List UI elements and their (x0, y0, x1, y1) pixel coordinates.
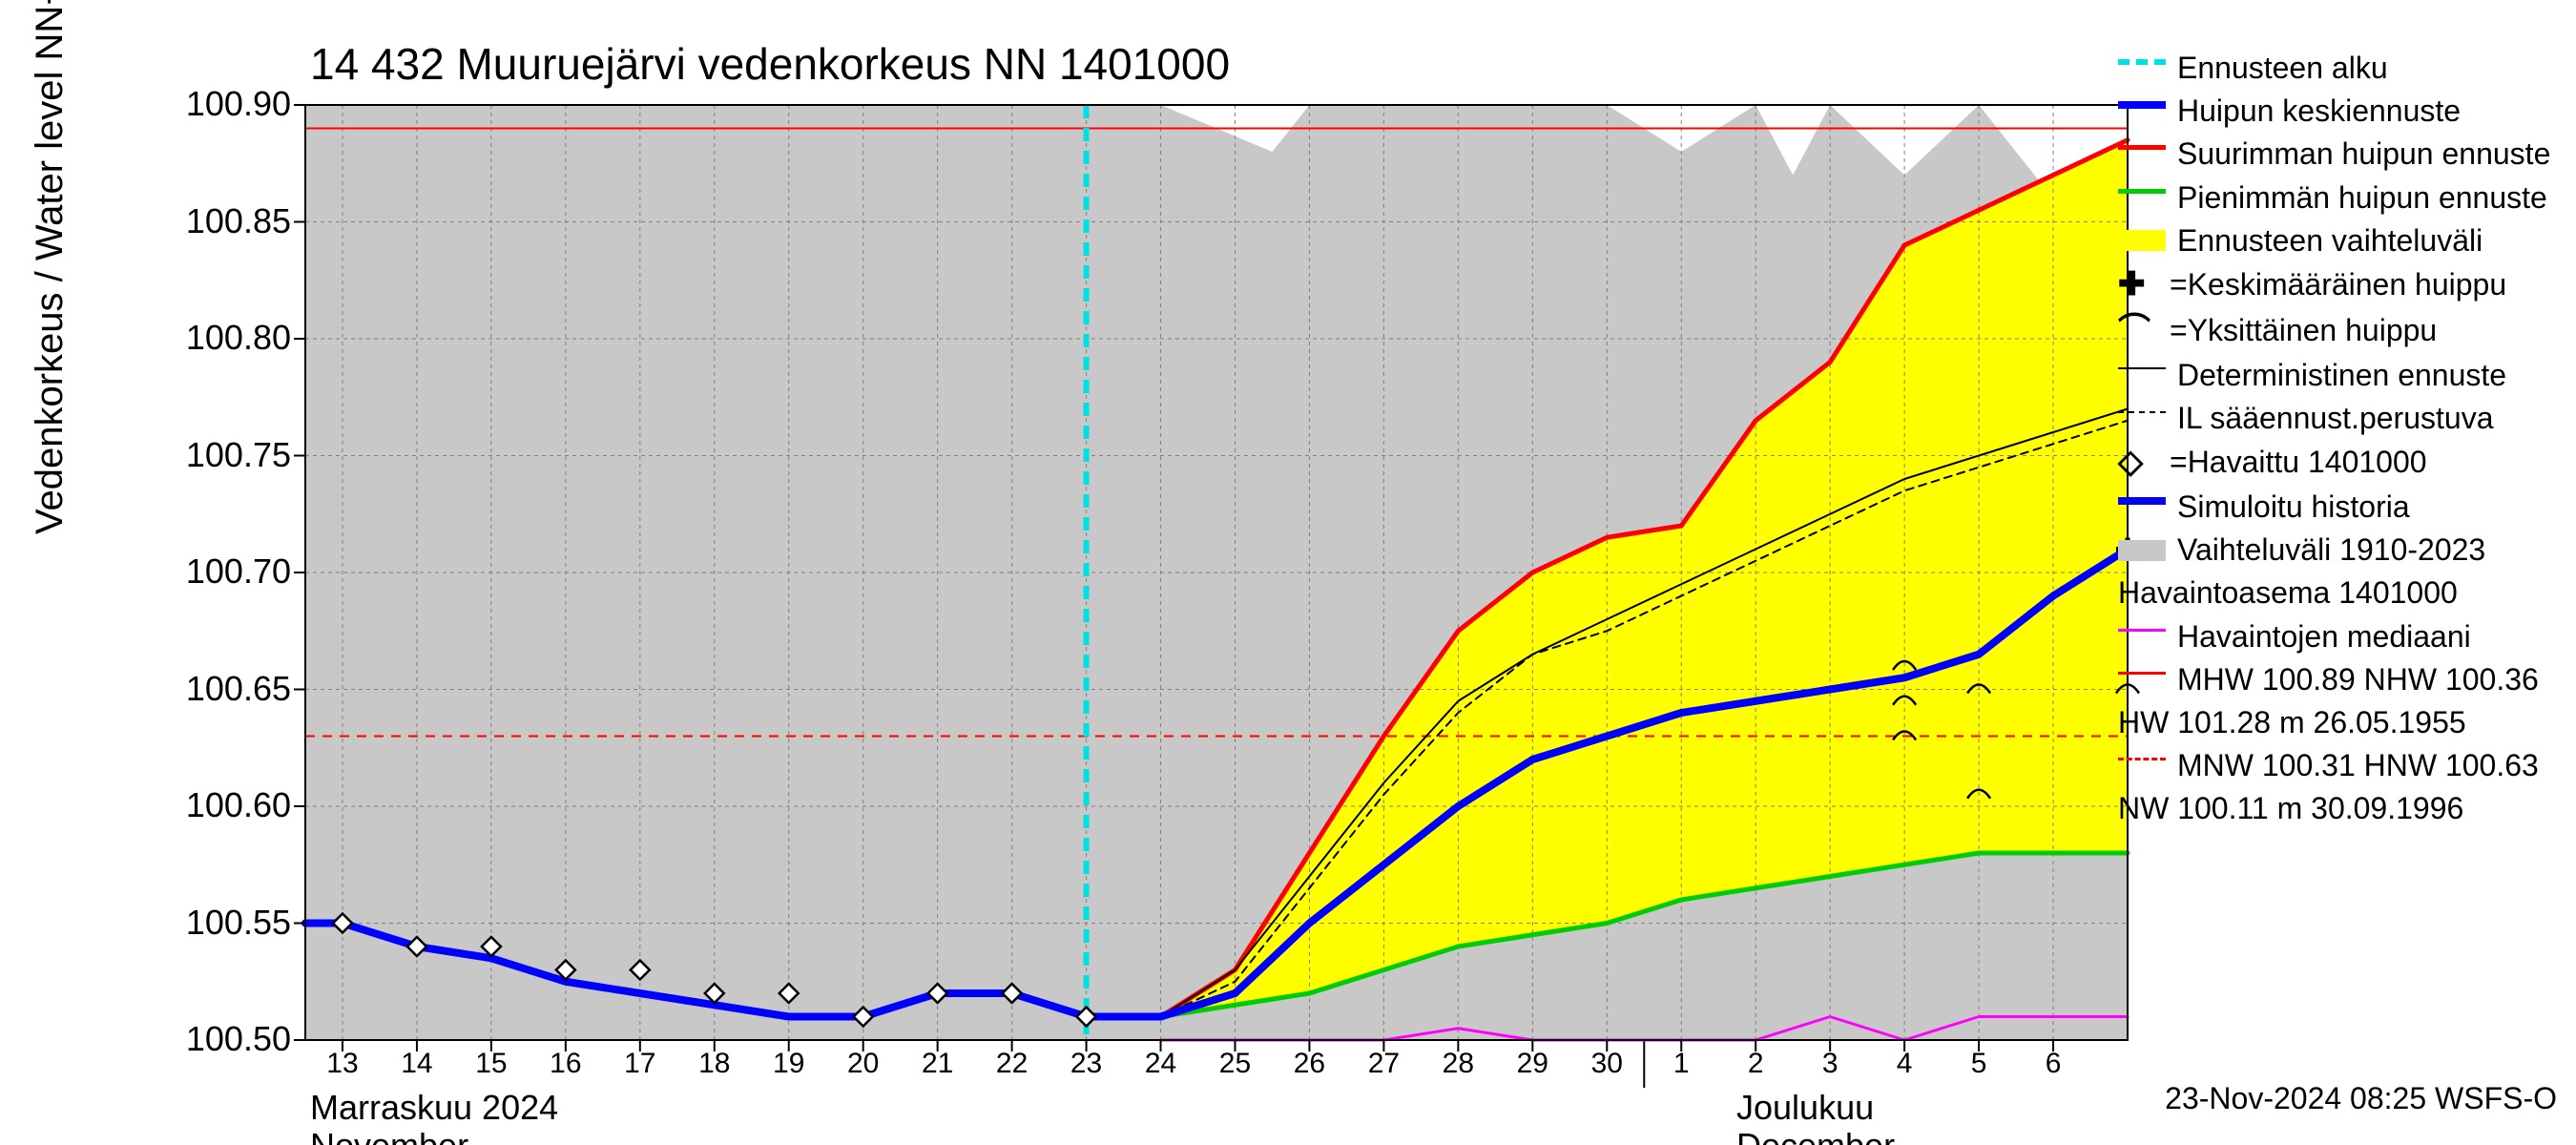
month-right-en: December (1736, 1126, 1895, 1145)
legend-item: ✚=Keskimääräinen huippu (2118, 263, 2557, 307)
legend-label: Suurimman huipun ennuste (2177, 134, 2550, 175)
legend-item: ⌒=Yksittäinen huippu (2118, 309, 2557, 353)
legend-label: NW 100.11 m 30.09.1996 (2118, 788, 2463, 829)
x-tick: 6 (2046, 1048, 2062, 1080)
legend-label: Vaihteluväli 1910-2023 (2177, 530, 2485, 571)
y-tick: 100.80 (157, 318, 291, 358)
x-tick: 23 (1070, 1048, 1102, 1080)
legend-item: Havaintojen mediaani (2118, 616, 2557, 657)
legend-label: MNW 100.31 HNW 100.63 (2177, 745, 2539, 786)
x-tick: 22 (996, 1048, 1028, 1080)
x-tick: 3 (1822, 1048, 1839, 1080)
legend-label: MHW 100.89 NHW 100.36 (2177, 659, 2539, 700)
x-tick: 29 (1517, 1048, 1548, 1080)
y-tick: 100.55 (157, 903, 291, 943)
legend: Ennusteen alkuHuipun keskiennusteSuurimm… (2118, 48, 2557, 831)
legend-label: Havaintoasema 1401000 (2118, 572, 2458, 614)
legend-item: ◇=Havaittu 1401000 (2118, 441, 2557, 485)
y-tick: 100.90 (157, 84, 291, 124)
x-tick: 2 (1748, 1048, 1764, 1080)
legend-item: Suurimman huipun ennuste (2118, 134, 2557, 175)
x-tick: 18 (698, 1048, 730, 1080)
legend-item: Deterministinen ennuste (2118, 355, 2557, 396)
x-tick: 19 (773, 1048, 804, 1080)
chart-root: 14 432 Muuruejärvi vedenkorkeus NN 14010… (0, 0, 2576, 1145)
legend-item: NW 100.11 m 30.09.1996 (2118, 788, 2557, 829)
legend-label: Ennusteen vaihteluväli (2177, 220, 2483, 261)
legend-label: Huipun keskiennuste (2177, 91, 2461, 132)
timestamp: 23-Nov-2024 08:25 WSFS-O (2165, 1081, 2557, 1116)
legend-item: Pienimmän huipun ennuste (2118, 177, 2557, 219)
legend-item: HW 101.28 m 26.05.1955 (2118, 702, 2557, 743)
x-tick: 26 (1294, 1048, 1325, 1080)
x-tick: 20 (847, 1048, 879, 1080)
legend-item: Ennusteen vaihteluväli (2118, 220, 2557, 261)
legend-item: Ennusteen alku (2118, 48, 2557, 89)
y-tick: 100.75 (157, 435, 291, 475)
x-tick: 5 (1971, 1048, 1987, 1080)
x-tick: 4 (1897, 1048, 1913, 1080)
x-tick: 28 (1443, 1048, 1474, 1080)
legend-item: MNW 100.31 HNW 100.63 (2118, 745, 2557, 786)
legend-item: IL sääennust.perustuva (2118, 398, 2557, 439)
month-right-fi: Joulukuu (1736, 1088, 1874, 1128)
x-tick: 27 (1368, 1048, 1400, 1080)
x-tick: 1 (1673, 1048, 1690, 1080)
legend-label: Pienimmän huipun ennuste (2177, 177, 2547, 219)
x-tick: 25 (1219, 1048, 1251, 1080)
y-tick: 100.70 (157, 552, 291, 592)
x-tick: 24 (1145, 1048, 1176, 1080)
legend-label: =Yksittäinen huippu (2170, 310, 2437, 351)
legend-label: Havaintojen mediaani (2177, 616, 2471, 657)
x-tick: 21 (922, 1048, 953, 1080)
x-tick: 13 (326, 1048, 358, 1080)
x-tick: 14 (401, 1048, 432, 1080)
legend-item: MHW 100.89 NHW 100.36 (2118, 659, 2557, 700)
x-tick: 30 (1591, 1048, 1623, 1080)
legend-label: HW 101.28 m 26.05.1955 (2118, 702, 2466, 743)
legend-item: Huipun keskiennuste (2118, 91, 2557, 132)
legend-label: =Havaittu 1401000 (2170, 442, 2427, 483)
x-tick: 16 (550, 1048, 581, 1080)
y-tick: 100.65 (157, 669, 291, 709)
legend-item: Vaihteluväli 1910-2023 (2118, 530, 2557, 571)
month-left-en: November (310, 1126, 468, 1145)
legend-label: =Keskimääräinen huippu (2170, 264, 2506, 305)
legend-label: Simuloitu historia (2177, 487, 2410, 528)
legend-label: Deterministinen ennuste (2177, 355, 2506, 396)
x-tick: 15 (475, 1048, 507, 1080)
legend-item: Havaintoasema 1401000 (2118, 572, 2557, 614)
y-tick: 100.85 (157, 201, 291, 241)
month-left-fi: Marraskuu 2024 (310, 1088, 558, 1128)
legend-label: IL sääennust.perustuva (2177, 398, 2493, 439)
legend-label: Ennusteen alku (2177, 48, 2388, 89)
legend-item: Simuloitu historia (2118, 487, 2557, 528)
x-tick: 17 (624, 1048, 655, 1080)
y-tick: 100.50 (157, 1019, 291, 1059)
y-tick: 100.60 (157, 785, 291, 825)
